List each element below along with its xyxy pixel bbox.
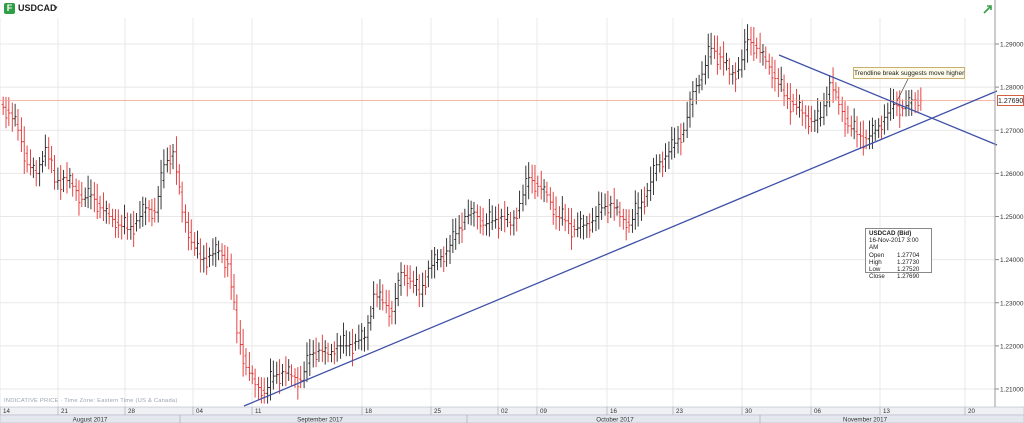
x-tick-label: 06 — [814, 408, 821, 415]
y-tick-label: 1.27000 — [1000, 128, 1024, 135]
falling-trendline — [778, 54, 998, 146]
y-tick-label: 1.23000 — [1000, 300, 1024, 307]
y-tick-label: 1.22000 — [1000, 343, 1024, 350]
info-datetime: 16-Nov-2017 3:00 AM — [869, 237, 919, 252]
info-label: High — [869, 258, 882, 266]
x-tick-label: 28 — [128, 408, 135, 415]
info-row-close: Close 1.27690 — [869, 273, 928, 280]
chart-toolbar: F USDCAD ▾ — [0, 0, 1024, 18]
x-tick-label: 18 — [365, 408, 372, 415]
x-tick-label: 25 — [434, 408, 441, 415]
info-title: USDCAD (Bid) — [869, 230, 912, 237]
chevron-down-icon[interactable]: ▾ — [54, 5, 58, 12]
rising-trendline — [243, 90, 998, 407]
info-label: Open — [869, 251, 885, 259]
x-axis-band-days — [0, 406, 1024, 416]
trendlines — [0, 54, 998, 407]
info-label: Close — [869, 273, 885, 281]
info-row-low: Low 1.27520 — [869, 266, 928, 273]
expand-arrow-icon[interactable] — [982, 3, 994, 15]
ohlc-info-box: USDCAD (Bid) 16-Nov-2017 3:00 AM Open 1.2… — [865, 228, 932, 280]
candles — [1, 24, 923, 404]
x-tick-label: 14 — [3, 408, 10, 415]
chart-annotation: Trendline break suggests move higher — [853, 67, 965, 79]
x-tick-label: 21 — [61, 408, 68, 415]
y-tick-label: 1.25000 — [1000, 214, 1024, 221]
x-tick-label: 04 — [196, 408, 203, 415]
annotation-leader — [896, 78, 909, 102]
x-tick-label: 30 — [745, 408, 752, 415]
y-tick-label: 1.24000 — [1000, 257, 1024, 264]
x-month-label: October 2017 — [596, 417, 634, 423]
info-value: 1.27520 — [897, 266, 920, 274]
info-value: 1.27704 — [897, 251, 920, 259]
x-tick-label: 13 — [883, 408, 890, 415]
x-month-label: August 2017 — [73, 417, 108, 423]
symbol-selector[interactable]: USDCAD — [18, 3, 57, 13]
y-tick-label: 1.28000 — [1000, 85, 1024, 92]
y-tick-label: 1.21000 — [1000, 387, 1024, 394]
price-disclaimer: INDICATIVE PRICE · Time Zone: Eastern Ti… — [4, 398, 178, 404]
info-label: Low — [869, 266, 881, 274]
x-month-label: November 2017 — [843, 417, 888, 423]
info-value: 1.27730 — [897, 258, 920, 266]
info-row-open: Open 1.27704 — [869, 252, 928, 259]
y-tick-label: 1.26000 — [1000, 171, 1024, 178]
x-tick-label: 20 — [968, 408, 975, 415]
last-price-tag: 1.27690 — [997, 95, 1024, 106]
x-tick-label: 02 — [501, 408, 508, 415]
info-row-high: High 1.27730 — [869, 259, 928, 266]
x-tick-label: 23 — [676, 408, 683, 415]
info-value: 1.27690 — [897, 273, 920, 281]
x-tick-label: 09 — [540, 408, 547, 415]
app-logo-icon: F — [4, 3, 15, 14]
x-tick-label: 11 — [255, 408, 262, 415]
x-tick-label: 16 — [610, 408, 617, 415]
x-month-label: September 2017 — [297, 417, 343, 423]
x-axis-band-months — [0, 414, 1024, 423]
y-tick-label: 1.29000 — [1000, 42, 1024, 49]
